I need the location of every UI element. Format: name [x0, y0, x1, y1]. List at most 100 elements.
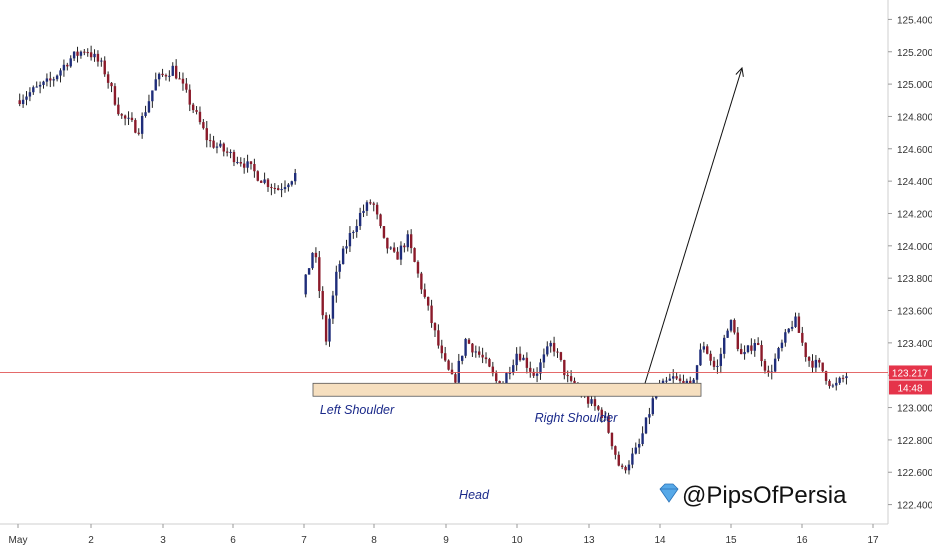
candle-body[interactable] — [168, 75, 171, 77]
candle-body[interactable] — [392, 247, 396, 252]
candle-body[interactable] — [801, 332, 804, 343]
candle-body[interactable] — [181, 78, 185, 84]
candle-body[interactable] — [164, 75, 168, 77]
candle-body[interactable] — [362, 210, 365, 213]
candle-body[interactable] — [280, 189, 283, 191]
candle-body[interactable] — [396, 251, 399, 260]
candle-body[interactable] — [21, 99, 25, 105]
candle-body[interactable] — [529, 367, 532, 372]
candle-body[interactable] — [352, 231, 355, 234]
candle-body[interactable] — [597, 406, 600, 410]
candle-body[interactable] — [324, 315, 328, 342]
candle-body[interactable] — [127, 117, 130, 119]
candle-body[interactable] — [321, 291, 324, 316]
candle-body[interactable] — [440, 345, 443, 354]
candle-body[interactable] — [32, 87, 35, 93]
candle-body[interactable] — [797, 316, 801, 333]
candle-body[interactable] — [457, 360, 460, 383]
candle-body[interactable] — [552, 342, 556, 352]
candle-body[interactable] — [103, 60, 106, 75]
candle-body[interactable] — [505, 373, 508, 384]
candle-body[interactable] — [55, 75, 59, 80]
candle-body[interactable] — [593, 399, 597, 407]
candle-body[interactable] — [702, 346, 706, 350]
candle-body[interactable] — [185, 83, 188, 90]
candle-body[interactable] — [69, 58, 72, 67]
candle-body[interactable] — [760, 345, 763, 362]
candle-body[interactable] — [134, 120, 137, 133]
candle-body[interactable] — [379, 214, 382, 227]
candle-body[interactable] — [25, 96, 28, 100]
candle-body[interactable] — [416, 261, 420, 274]
candle-body[interactable] — [195, 110, 198, 112]
candle-body[interactable] — [525, 357, 529, 368]
candle-body[interactable] — [535, 373, 539, 376]
candle-body[interactable] — [66, 64, 69, 67]
candle-body[interactable] — [736, 332, 739, 350]
candle-body[interactable] — [403, 245, 406, 248]
candle-body[interactable] — [293, 173, 297, 182]
candle-body[interactable] — [79, 51, 83, 56]
candle-body[interactable] — [709, 353, 712, 361]
candle-body[interactable] — [229, 151, 232, 153]
candle-body[interactable] — [569, 376, 573, 381]
candle-body[interactable] — [263, 179, 266, 183]
candle-body[interactable] — [89, 52, 93, 58]
candle-body[interactable] — [559, 352, 563, 360]
candle-body[interactable] — [491, 366, 495, 374]
candle-body[interactable] — [689, 380, 692, 384]
candle-body[interactable] — [219, 143, 222, 147]
candle-body[interactable] — [372, 203, 375, 205]
candle-body[interactable] — [838, 377, 841, 383]
candle-body[interactable] — [130, 117, 134, 121]
candle-body[interactable] — [239, 162, 242, 164]
candle-body[interactable] — [147, 101, 151, 113]
candle-body[interactable] — [358, 212, 362, 227]
candle-body[interactable] — [614, 446, 617, 455]
candle-body[interactable] — [117, 104, 120, 115]
candle-body[interactable] — [52, 79, 55, 81]
candle-body[interactable] — [790, 326, 794, 329]
candle-body[interactable] — [845, 376, 848, 379]
candle-body[interactable] — [620, 465, 624, 467]
neckline-zone[interactable] — [312, 382, 702, 397]
candle-body[interactable] — [437, 330, 440, 346]
candle-body[interactable] — [106, 74, 110, 83]
candle-body[interactable] — [651, 398, 655, 415]
candle-body[interactable] — [72, 51, 76, 59]
candle-body[interactable] — [399, 245, 403, 260]
candle-body[interactable] — [481, 354, 484, 358]
candle-body[interactable] — [770, 371, 773, 373]
candle-body[interactable] — [443, 353, 447, 361]
candle-body[interactable] — [283, 187, 287, 190]
candle-body[interactable] — [154, 79, 157, 91]
candle-body[interactable] — [495, 373, 498, 382]
candle-body[interactable] — [96, 53, 100, 62]
candle-body[interactable] — [290, 181, 293, 185]
candle-body[interactable] — [624, 466, 627, 471]
candle-body[interactable] — [123, 115, 127, 119]
candle-body[interactable] — [276, 188, 280, 191]
candle-body[interactable] — [726, 330, 729, 338]
time-axis[interactable]: May 2 3 6 7 8 9 10 13 14 15 16 17 — [0, 523, 888, 546]
candle-body[interactable] — [484, 357, 488, 360]
candle-body[interactable] — [712, 360, 716, 367]
candle-body[interactable] — [607, 415, 610, 433]
candle-body[interactable] — [563, 359, 566, 376]
candle-body[interactable] — [311, 252, 314, 269]
candle-body[interactable] — [318, 257, 321, 292]
candle-body[interactable] — [413, 248, 416, 262]
candle-body[interactable] — [746, 345, 750, 352]
candle-body[interactable] — [631, 453, 634, 465]
candle-body[interactable] — [348, 233, 352, 247]
candle-body[interactable] — [157, 73, 161, 80]
candle-body[interactable] — [100, 60, 103, 62]
candle-body[interactable] — [841, 377, 845, 379]
candle-body[interactable] — [420, 273, 423, 290]
candle-body[interactable] — [675, 376, 678, 379]
candle-body[interactable] — [382, 226, 386, 238]
candle-body[interactable] — [259, 180, 263, 183]
candle-body[interactable] — [784, 332, 787, 343]
candle-body[interactable] — [556, 351, 559, 353]
